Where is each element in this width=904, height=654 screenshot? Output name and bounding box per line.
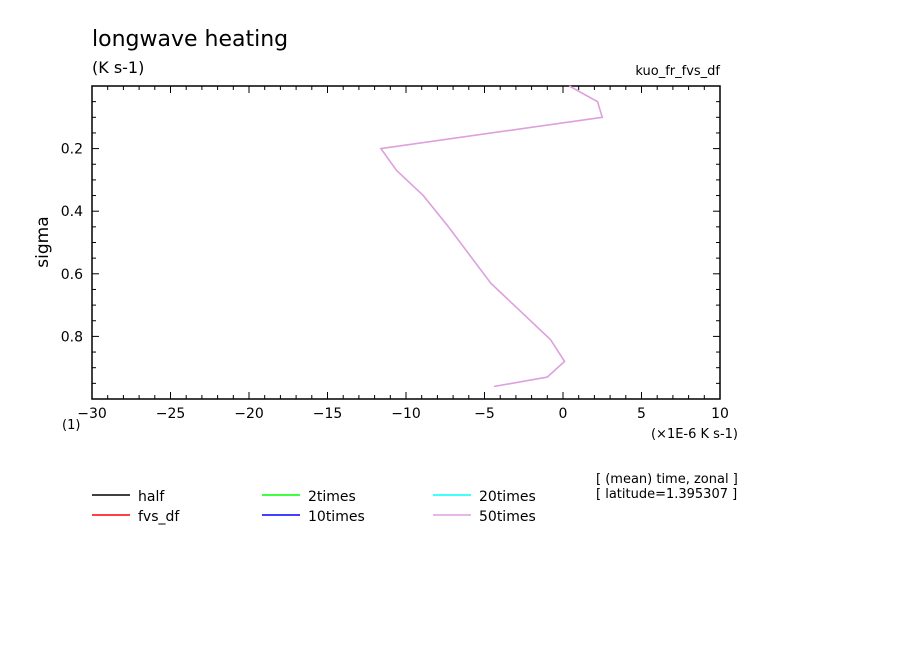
y-tick-label: 0.8 xyxy=(61,329,83,345)
x-tick-label: −30 xyxy=(77,406,107,422)
legend-label-10times: 10times xyxy=(308,509,365,525)
plot-area xyxy=(91,85,721,400)
x-tick-label: −15 xyxy=(313,406,343,422)
run-name-label: kuo_fr_fvs_df xyxy=(635,64,720,79)
legend-label-50times: 50times xyxy=(479,509,536,525)
note-mean-time: [ (mean) time, zonal ] xyxy=(596,472,738,487)
series-lines xyxy=(379,85,604,388)
plot-frame xyxy=(91,85,721,400)
legend-label-20times: 20times xyxy=(479,489,536,505)
axis-ticks xyxy=(91,86,721,399)
chart-units: (K s-1) xyxy=(92,58,144,77)
y-axis-label: sigma xyxy=(33,216,53,267)
legend-label-2times: 2times xyxy=(308,489,356,505)
x-tick-label: 5 xyxy=(637,406,646,422)
note-latitude: [ latitude=1.395307 ] xyxy=(596,487,737,502)
series-line-50times xyxy=(379,85,604,388)
x-tick-label: −25 xyxy=(156,406,186,422)
legend: half fvs_df 2times 10times 20times 50times xyxy=(92,489,536,525)
legend-label-fvs_df: fvs_df xyxy=(138,509,180,525)
x-tick-label: 10 xyxy=(711,406,729,422)
x-axis-label: (×1E-6 K s-1) xyxy=(651,427,738,442)
x-tick-label: −5 xyxy=(474,406,495,422)
x-tick-label: 0 xyxy=(559,406,568,422)
y-tick-label: 0.6 xyxy=(61,267,83,283)
y-axis-units: (1) xyxy=(62,418,80,433)
y-tick-label: 0.2 xyxy=(61,142,83,158)
y-tick-label: 0.4 xyxy=(61,204,83,220)
y-tick-labels: 0.2 0.4 0.6 0.8 xyxy=(61,142,83,346)
x-tick-labels: −30 −25 −20 −15 −10 −5 0 5 10 xyxy=(77,406,729,422)
x-tick-label: −20 xyxy=(234,406,264,422)
legend-label-half: half xyxy=(138,489,165,505)
x-tick-label: −10 xyxy=(391,406,421,422)
chart-title: longwave heating xyxy=(92,27,288,52)
